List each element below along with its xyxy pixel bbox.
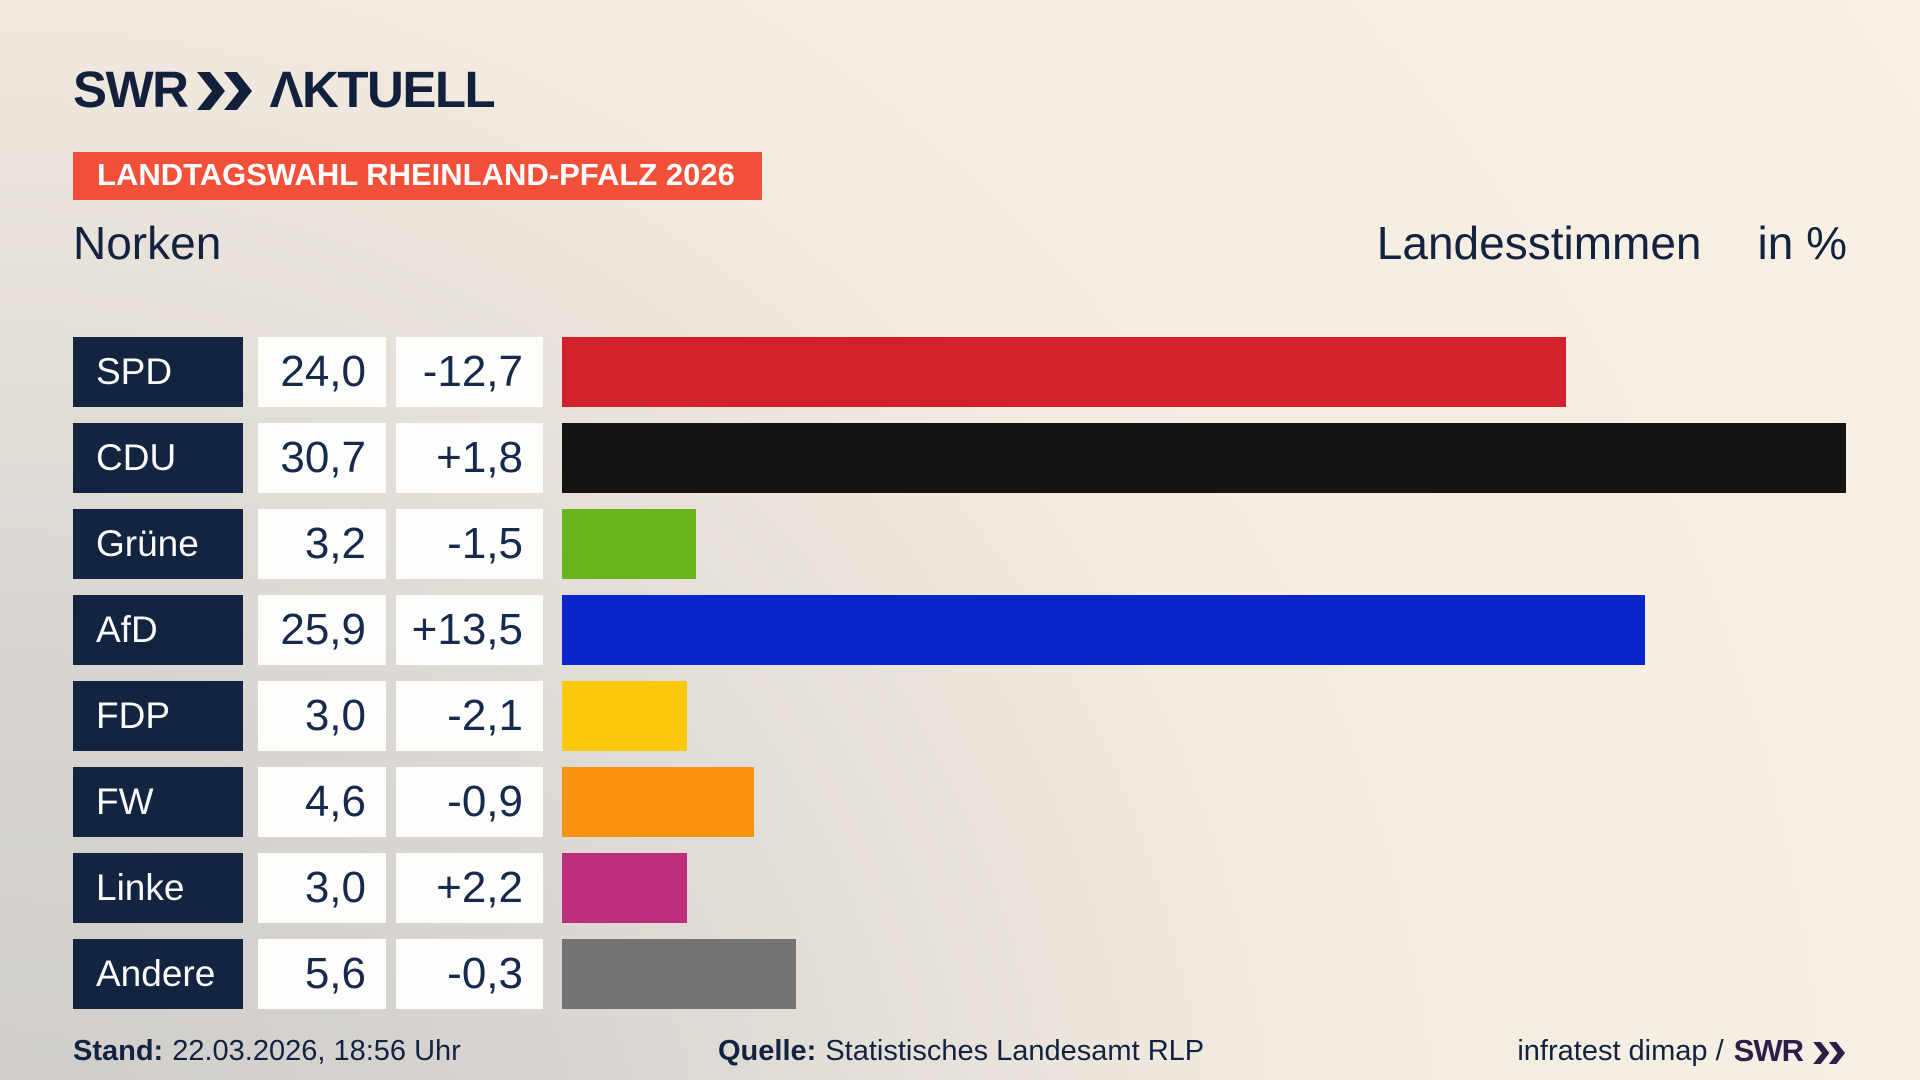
party-value: 5,6 xyxy=(258,939,386,1009)
party-diff: +13,5 xyxy=(396,595,543,665)
party-label: FW xyxy=(73,767,243,837)
credit-text: infratest dimap / xyxy=(1517,1034,1724,1067)
election-banner: LANDTAGSWAHL RHEINLAND-PFALZ 2026 xyxy=(73,152,762,200)
party-bar xyxy=(562,509,696,579)
party-diff: -12,7 xyxy=(396,337,543,407)
swr-wordmark: SWR xyxy=(73,61,189,118)
vote-type-title: Landesstimmen in % xyxy=(1377,216,1847,270)
party-bar xyxy=(562,681,687,751)
party-value: 25,9 xyxy=(258,595,386,665)
party-label: Andere xyxy=(73,939,243,1009)
party-bar xyxy=(562,595,1645,665)
vote-measure-label: Landesstimmen xyxy=(1376,217,1702,269)
chart-row: AfD 25,9 +13,5 xyxy=(73,595,1920,665)
chart-row: CDU 30,7 +1,8 xyxy=(73,423,1920,493)
municipality-title: Norken xyxy=(73,217,222,269)
party-label: Grüne xyxy=(73,509,243,579)
party-diff: +1,8 xyxy=(396,423,543,493)
status-timestamp: Stand: 22.03.2026, 18:56 Uhr xyxy=(73,1035,461,1068)
party-label: FDP xyxy=(73,681,243,751)
swr-aktuell-logo: SWR ΛKTUELL xyxy=(73,61,496,118)
party-bar xyxy=(562,767,754,837)
party-value: 4,6 xyxy=(258,767,386,837)
party-value: 24,0 xyxy=(258,337,386,407)
chart-rows: SPD 24,0 -12,7 CDU 30,7 +1,8 Grüne 3,2 -… xyxy=(73,337,1920,1009)
party-diff: -2,1 xyxy=(396,681,543,751)
party-label: AfD xyxy=(73,595,243,665)
stand-label: Stand: xyxy=(73,1034,164,1067)
party-label: SPD xyxy=(73,337,243,407)
party-value: 3,0 xyxy=(258,681,386,751)
chart-row: FW 4,6 -0,9 xyxy=(73,767,1920,837)
party-bar xyxy=(562,853,687,923)
vote-unit-label: in % xyxy=(1757,217,1847,269)
quelle-value: Statistisches Landesamt RLP xyxy=(825,1034,1205,1067)
party-diff: -0,3 xyxy=(396,939,543,1009)
double-chevron-icon xyxy=(197,71,253,110)
chart-row: FDP 3,0 -2,1 xyxy=(73,681,1920,751)
election-banner-text: LANDTAGSWAHL RHEINLAND-PFALZ 2026 xyxy=(97,157,735,192)
party-diff: +2,2 xyxy=(396,853,543,923)
party-label: Linke xyxy=(73,853,243,923)
double-chevron-small-icon xyxy=(1813,1041,1846,1064)
party-bar xyxy=(562,337,1566,407)
footer: Stand: 22.03.2026, 18:56 Uhr Quelle: Stati… xyxy=(73,1029,1847,1073)
party-label: CDU xyxy=(73,423,243,493)
party-diff: -0,9 xyxy=(396,767,543,837)
chart-row: Grüne 3,2 -1,5 xyxy=(73,509,1920,579)
chart-row: Linke 3,0 +2,2 xyxy=(73,853,1920,923)
party-bar xyxy=(562,939,796,1009)
party-diff: -1,5 xyxy=(396,509,543,579)
party-value: 3,2 xyxy=(258,509,386,579)
data-source: Quelle: Statistisches Landesamt RLP xyxy=(718,1035,1204,1068)
chart-row: SPD 24,0 -12,7 xyxy=(73,337,1920,407)
chart-row: Andere 5,6 -0,3 xyxy=(73,939,1920,1009)
party-value: 30,7 xyxy=(258,423,386,493)
program-wordmark: ΛKTUELL xyxy=(269,61,495,118)
swr-footer-wordmark: SWR xyxy=(1733,1033,1804,1068)
credit: infratest dimap / SWR xyxy=(1517,1033,1847,1069)
party-value: 3,0 xyxy=(258,853,386,923)
quelle-label: Quelle: xyxy=(718,1034,817,1067)
stand-value: 22.03.2026, 18:56 Uhr xyxy=(172,1034,461,1067)
party-bar xyxy=(562,423,1846,493)
